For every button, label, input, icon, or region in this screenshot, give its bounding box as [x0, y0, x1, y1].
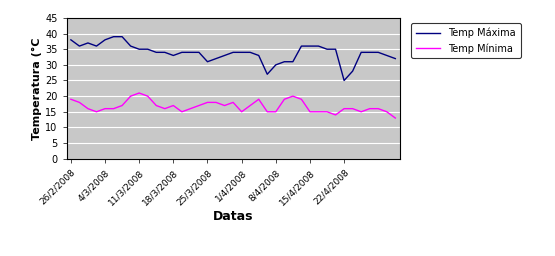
- Temp Máxima: [110, 35, 117, 38]
- Temp Mínima: [238, 110, 245, 113]
- Temp Mínima: [290, 95, 296, 98]
- Temp Mínima: [315, 110, 322, 113]
- Temp Mínima: [170, 104, 176, 107]
- Temp Máxima: [238, 51, 245, 54]
- Temp Máxima: [273, 63, 279, 66]
- Temp Máxima: [341, 79, 347, 82]
- Line: Temp Mínima: Temp Mínima: [71, 93, 395, 118]
- Legend: Temp Máxima, Temp Mínima: Temp Máxima, Temp Mínima: [411, 23, 521, 58]
- Temp Máxima: [332, 48, 339, 51]
- Temp Máxima: [179, 51, 185, 54]
- Temp Máxima: [162, 51, 168, 54]
- Temp Máxima: [306, 45, 313, 48]
- Temp Máxima: [213, 57, 219, 60]
- Temp Mínima: [213, 101, 219, 104]
- Temp Mínima: [179, 110, 185, 113]
- Temp Mínima: [195, 104, 202, 107]
- Temp Mínima: [136, 91, 143, 94]
- Temp Mínima: [221, 104, 228, 107]
- Temp Mínima: [324, 110, 330, 113]
- Temp Máxima: [76, 45, 83, 48]
- Temp Máxima: [392, 57, 398, 60]
- Temp Máxima: [221, 54, 228, 57]
- Temp Máxima: [324, 48, 330, 51]
- Temp Máxima: [230, 51, 236, 54]
- Temp Máxima: [195, 51, 202, 54]
- Y-axis label: Temperatura (°C: Temperatura (°C: [32, 37, 42, 140]
- Temp Mínima: [93, 110, 100, 113]
- Temp Máxima: [144, 48, 151, 51]
- Temp Mínima: [306, 110, 313, 113]
- Temp Mínima: [341, 107, 347, 110]
- Temp Mínima: [76, 101, 83, 104]
- Temp Máxima: [315, 45, 322, 48]
- Temp Mínima: [230, 101, 236, 104]
- Temp Mínima: [204, 101, 211, 104]
- Temp Mínima: [384, 110, 390, 113]
- Line: Temp Máxima: Temp Máxima: [71, 37, 395, 80]
- Temp Mínima: [375, 107, 382, 110]
- Temp Mínima: [110, 107, 117, 110]
- Temp Mínima: [264, 110, 271, 113]
- Temp Mínima: [187, 107, 194, 110]
- Temp Mínima: [298, 98, 305, 101]
- Temp Mínima: [247, 104, 254, 107]
- Temp Mínima: [102, 107, 108, 110]
- Temp Mínima: [273, 110, 279, 113]
- Temp Máxima: [119, 35, 125, 38]
- Temp Máxima: [84, 41, 91, 45]
- Temp Mínima: [127, 95, 134, 98]
- Temp Máxima: [384, 54, 390, 57]
- Temp Máxima: [187, 51, 194, 54]
- Temp Mínima: [84, 107, 91, 110]
- Temp Mínima: [281, 98, 287, 101]
- Temp Máxima: [298, 45, 305, 48]
- Temp Mínima: [119, 104, 125, 107]
- Temp Máxima: [255, 54, 262, 57]
- Temp Mínima: [162, 107, 168, 110]
- Temp Máxima: [247, 51, 254, 54]
- Temp Mínima: [153, 104, 160, 107]
- Temp Mínima: [68, 98, 74, 101]
- Temp Máxima: [170, 54, 176, 57]
- Temp Máxima: [136, 48, 143, 51]
- Temp Máxima: [281, 60, 287, 63]
- Temp Máxima: [358, 51, 365, 54]
- Temp Máxima: [290, 60, 296, 63]
- Temp Mínima: [358, 110, 365, 113]
- Temp Máxima: [375, 51, 382, 54]
- Temp Mínima: [349, 107, 356, 110]
- Temp Mínima: [332, 113, 339, 116]
- Temp Máxima: [366, 51, 373, 54]
- Temp Máxima: [102, 38, 108, 41]
- X-axis label: Datas: Datas: [213, 209, 253, 222]
- Temp Máxima: [153, 51, 160, 54]
- Temp Máxima: [68, 38, 74, 41]
- Temp Mínima: [392, 116, 398, 120]
- Temp Mínima: [144, 95, 151, 98]
- Temp Mínima: [366, 107, 373, 110]
- Temp Máxima: [349, 70, 356, 73]
- Temp Máxima: [93, 45, 100, 48]
- Temp Máxima: [204, 60, 211, 63]
- Temp Máxima: [127, 45, 134, 48]
- Temp Máxima: [264, 73, 271, 76]
- Temp Mínima: [255, 98, 262, 101]
